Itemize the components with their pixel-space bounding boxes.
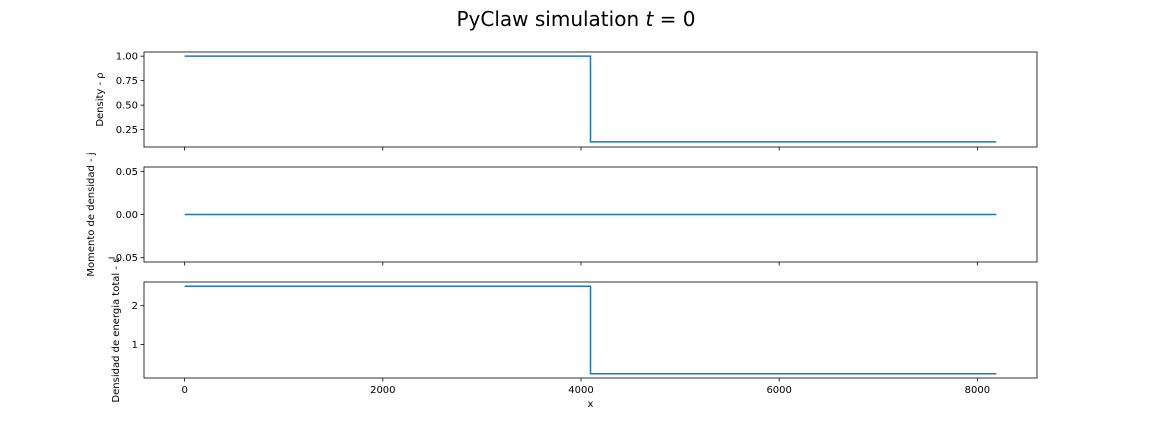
x-tick-label: 4000	[568, 385, 593, 396]
x-tick-label: 8000	[965, 385, 990, 396]
subplot-2: −0.05 0.00 0.05 Momento de densidad - j	[86, 152, 1038, 277]
axes-frame	[143, 51, 1038, 148]
y-axis-label: Densidad de energia total - ε	[111, 257, 122, 402]
figure-title: PyClaw simulation t = 0	[456, 7, 695, 31]
y-tick-label: 1	[132, 340, 138, 351]
x-tick-label: 0	[181, 385, 187, 396]
y-tick-label: 0.25	[116, 125, 138, 136]
x-tick-label: 6000	[766, 385, 791, 396]
series-line	[184, 55, 997, 143]
subplot-1: 0.25 0.50 0.75 1.00 Density - ρ	[95, 51, 1038, 151]
series-line	[184, 285, 997, 375]
y-tick-label: 0.50	[116, 101, 138, 112]
title-equals: = 0	[653, 7, 695, 31]
x-tick-label: 2000	[370, 385, 395, 396]
y-axis-label: Momento de densidad - j	[86, 152, 97, 276]
subplot-3: 1 2 0 2000 4000 6000 8000 Densidad de energia t…	[111, 257, 1038, 410]
x-axis-label: x	[588, 399, 594, 410]
y-tick-label: 0.05	[116, 167, 138, 178]
y-axis-label: Density - ρ	[95, 72, 106, 126]
axes-frame	[143, 281, 1038, 379]
y-tick-label: 2	[132, 301, 138, 312]
title-text: PyClaw simulation	[456, 7, 645, 31]
y-tick-label: 1.00	[116, 52, 138, 63]
title-variable: t	[645, 7, 654, 31]
y-tick-label: 0.75	[116, 76, 138, 87]
y-tick-label: 0.00	[116, 210, 138, 221]
y-tick-label: −0.05	[107, 253, 138, 264]
